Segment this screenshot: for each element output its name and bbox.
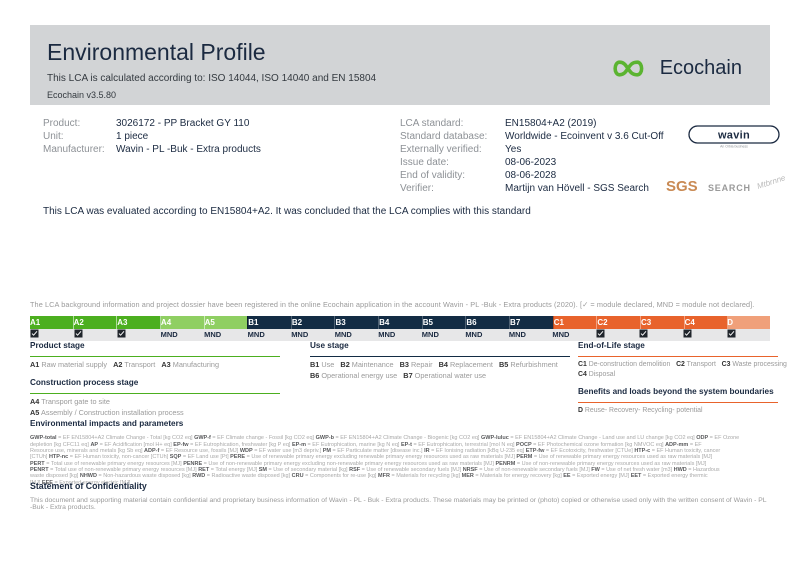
svg-text:Mtbrnne: Mtbrnne	[756, 176, 787, 191]
svg-text:An Orbia business: An Orbia business	[720, 145, 748, 149]
svg-text:wavin: wavin	[717, 130, 750, 142]
svg-text:SGS: SGS	[666, 178, 698, 195]
svg-text:SEARCH: SEARCH	[708, 183, 751, 193]
